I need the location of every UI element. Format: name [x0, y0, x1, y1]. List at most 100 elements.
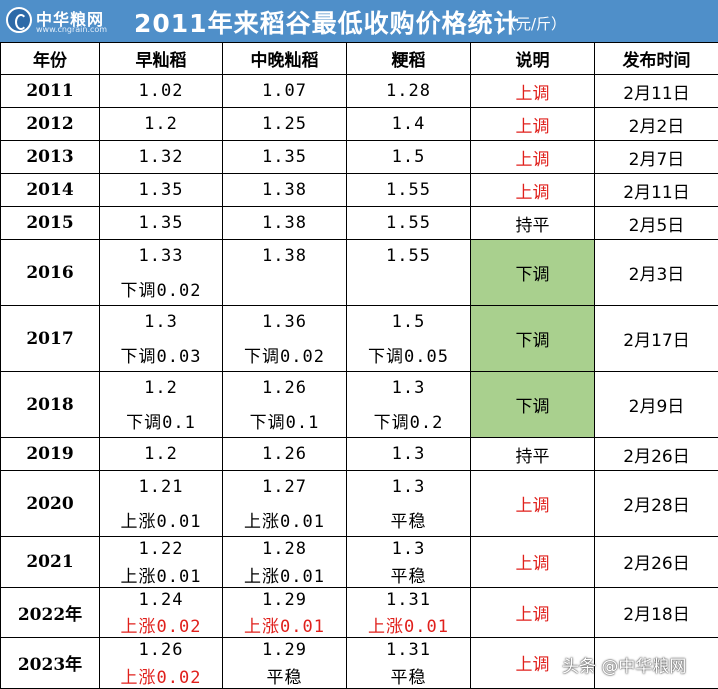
note-cell: 下调	[471, 372, 595, 438]
early-change: 上涨0.01	[100, 504, 223, 537]
mid-change: 上涨0.01	[223, 612, 347, 638]
table-row: 2015 1.35 1.38 1.55 持平 2月5日	[1, 207, 718, 240]
japonica-change: 上涨0.01	[347, 612, 471, 638]
year-cell: 2018	[1, 372, 100, 438]
header-japonica: 粳稻	[347, 43, 471, 75]
mid-price: 1.07	[223, 75, 347, 108]
header-early-indica: 早籼稻	[100, 43, 223, 75]
table-row: 2021 1.22 1.28 1.3 上调 2月26日	[1, 537, 718, 562]
year-cell: 2014	[1, 174, 100, 207]
date-cell: 2月3日	[595, 240, 718, 306]
note-cell: 上调	[471, 537, 595, 588]
mid-price: 1.35	[223, 141, 347, 174]
table-row: 2018 1.2 1.26 1.3 下调 2月9日	[1, 372, 718, 405]
table-row: 2016 1.33 1.38 1.55 下调 2月3日	[1, 240, 718, 273]
japonica-change	[347, 273, 471, 306]
early-price: 1.2	[100, 108, 223, 141]
date-cell: 2月17日	[595, 306, 718, 372]
mid-price: 1.38	[223, 207, 347, 240]
note-cell: 上调	[471, 75, 595, 108]
early-price: 1.35	[100, 174, 223, 207]
table-row: 2022年 1.24 1.29 1.31 上调 2月18日	[1, 587, 718, 612]
price-table: 年份 早籼稻 中晚籼稻 粳稻 说明 发布时间 2011 1.02 1.07 1.…	[0, 42, 718, 689]
early-price: 1.33	[100, 240, 223, 273]
price-unit: （元/斤）	[501, 13, 566, 34]
early-price: 1.22	[100, 537, 223, 562]
japonica-price: 1.31	[347, 638, 471, 663]
table-row: 2013 1.32 1.35 1.5 上调 2月7日	[1, 141, 718, 174]
mid-change	[223, 273, 347, 306]
early-price: 1.24	[100, 587, 223, 612]
note-cell: 下调	[471, 240, 595, 306]
table-row: 2020 1.21 1.27 1.3 上调 2月28日	[1, 471, 718, 504]
mid-price: 1.38	[223, 240, 347, 273]
year-cell: 2019	[1, 438, 100, 471]
table-row: 2011 1.02 1.07 1.28 上调 2月11日	[1, 75, 718, 108]
table-row: 2014 1.35 1.38 1.55 上调 2月11日	[1, 174, 718, 207]
year-cell: 2015	[1, 207, 100, 240]
early-price: 1.21	[100, 471, 223, 504]
date-cell: 2月5日	[595, 207, 718, 240]
japonica-price: 1.55	[347, 207, 471, 240]
japonica-price: 1.28	[347, 75, 471, 108]
year-cell: 2011	[1, 75, 100, 108]
mid-price: 1.26	[223, 372, 347, 405]
header-note: 说明	[471, 43, 595, 75]
year-cell: 2012	[1, 108, 100, 141]
japonica-change: 下调0.05	[347, 339, 471, 372]
year-cell: 2020	[1, 471, 100, 537]
note-cell: 下调	[471, 306, 595, 372]
date-cell: 2月26日	[595, 438, 718, 471]
note-cell: 上调	[471, 174, 595, 207]
early-price: 1.2	[100, 438, 223, 471]
mid-price: 1.29	[223, 638, 347, 663]
year-cell: 2022年	[1, 587, 100, 638]
date-cell: 2月7日	[595, 141, 718, 174]
early-price: 1.32	[100, 141, 223, 174]
mid-price: 1.36	[223, 306, 347, 339]
page-title: 2011年来稻谷最低收购价格统计	[134, 4, 520, 40]
year-cell: 2023年	[1, 638, 100, 689]
date-cell: 2月2日	[595, 108, 718, 141]
watermark-text: 头条 @中华粮网	[562, 652, 686, 677]
mid-price: 1.29	[223, 587, 347, 612]
mid-change: 下调0.02	[223, 339, 347, 372]
note-cell: 上调	[471, 141, 595, 174]
japonica-change: 平稳	[347, 504, 471, 537]
japonica-price: 1.5	[347, 141, 471, 174]
mid-price: 1.27	[223, 471, 347, 504]
table-row: 2017 1.3 1.36 1.5 下调 2月17日	[1, 306, 718, 339]
early-change: 下调0.03	[100, 339, 223, 372]
early-price: 1.3	[100, 306, 223, 339]
early-price: 1.02	[100, 75, 223, 108]
year-cell: 2017	[1, 306, 100, 372]
early-price: 1.35	[100, 207, 223, 240]
mid-price: 1.26	[223, 438, 347, 471]
early-change: 下调0.02	[100, 273, 223, 306]
cngrain-logo: 中华粮网 www.cngrain.com	[4, 5, 132, 37]
japonica-price: 1.3	[347, 372, 471, 405]
early-change: 下调0.1	[100, 405, 223, 438]
japonica-change: 下调0.2	[347, 405, 471, 438]
date-cell: 2月26日	[595, 537, 718, 588]
japonica-change: 平稳	[347, 562, 471, 588]
japonica-price: 1.4	[347, 108, 471, 141]
table-row: 2019 1.2 1.26 1.3 持平 2月26日	[1, 438, 718, 471]
mid-change: 上涨0.01	[223, 562, 347, 588]
table-row: 2012 1.2 1.25 1.4 上调 2月2日	[1, 108, 718, 141]
early-price: 1.26	[100, 638, 223, 663]
japonica-price: 1.5	[347, 306, 471, 339]
date-cell: 2月11日	[595, 174, 718, 207]
toutiao-watermark: 头条 @中华粮网	[562, 652, 712, 676]
japonica-change: 平稳	[347, 663, 471, 689]
early-change: 上涨0.01	[100, 562, 223, 588]
japonica-price: 1.3	[347, 438, 471, 471]
year-cell: 2013	[1, 141, 100, 174]
early-change: 上涨0.02	[100, 612, 223, 638]
mid-change: 平稳	[223, 663, 347, 689]
japonica-price: 1.3	[347, 471, 471, 504]
date-cell: 2月9日	[595, 372, 718, 438]
mid-price: 1.38	[223, 174, 347, 207]
logo-url: www.cngrain.com	[36, 25, 107, 34]
japonica-price: 1.55	[347, 174, 471, 207]
